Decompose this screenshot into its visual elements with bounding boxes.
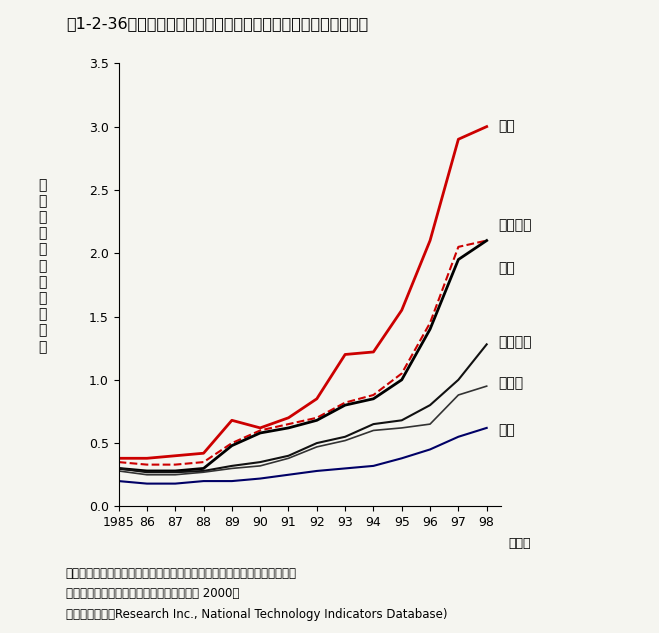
Text: ドイツ: ドイツ — [498, 377, 523, 391]
Text: （年）: （年） — [509, 537, 531, 551]
Text: 米国: 米国 — [498, 120, 515, 134]
Text: 注）サイエンス・リンケージは米国特許１件当たりの科学論文引用回数。: 注）サイエンス・リンケージは米国特許１件当たりの科学論文引用回数。 — [66, 567, 297, 580]
Text: 日本: 日本 — [498, 423, 515, 437]
Text: 全体: 全体 — [498, 261, 515, 275]
Text: 第1-2-36図　米国特許に関する主要国のサイエンス・リンケージ: 第1-2-36図 米国特許に関する主要国のサイエンス・リンケージ — [66, 16, 368, 31]
Text: フランス: フランス — [498, 335, 532, 349]
Text: サ
イ
エ
ン
ス
・
リ
ン
ケ
ー
ジ: サ イ エ ン ス ・ リ ン ケ ー ジ — [39, 178, 47, 354]
Text: 資料：科学技術政策研究所「科学技術指標 2000」: 資料：科学技術政策研究所「科学技術指標 2000」 — [66, 587, 239, 601]
Text: イギリス: イギリス — [498, 218, 532, 232]
Text: 原典（ＣＨＩ　Research Inc., National Technology Indicators Database): 原典（ＣＨＩ Research Inc., National Technolog… — [66, 608, 447, 622]
